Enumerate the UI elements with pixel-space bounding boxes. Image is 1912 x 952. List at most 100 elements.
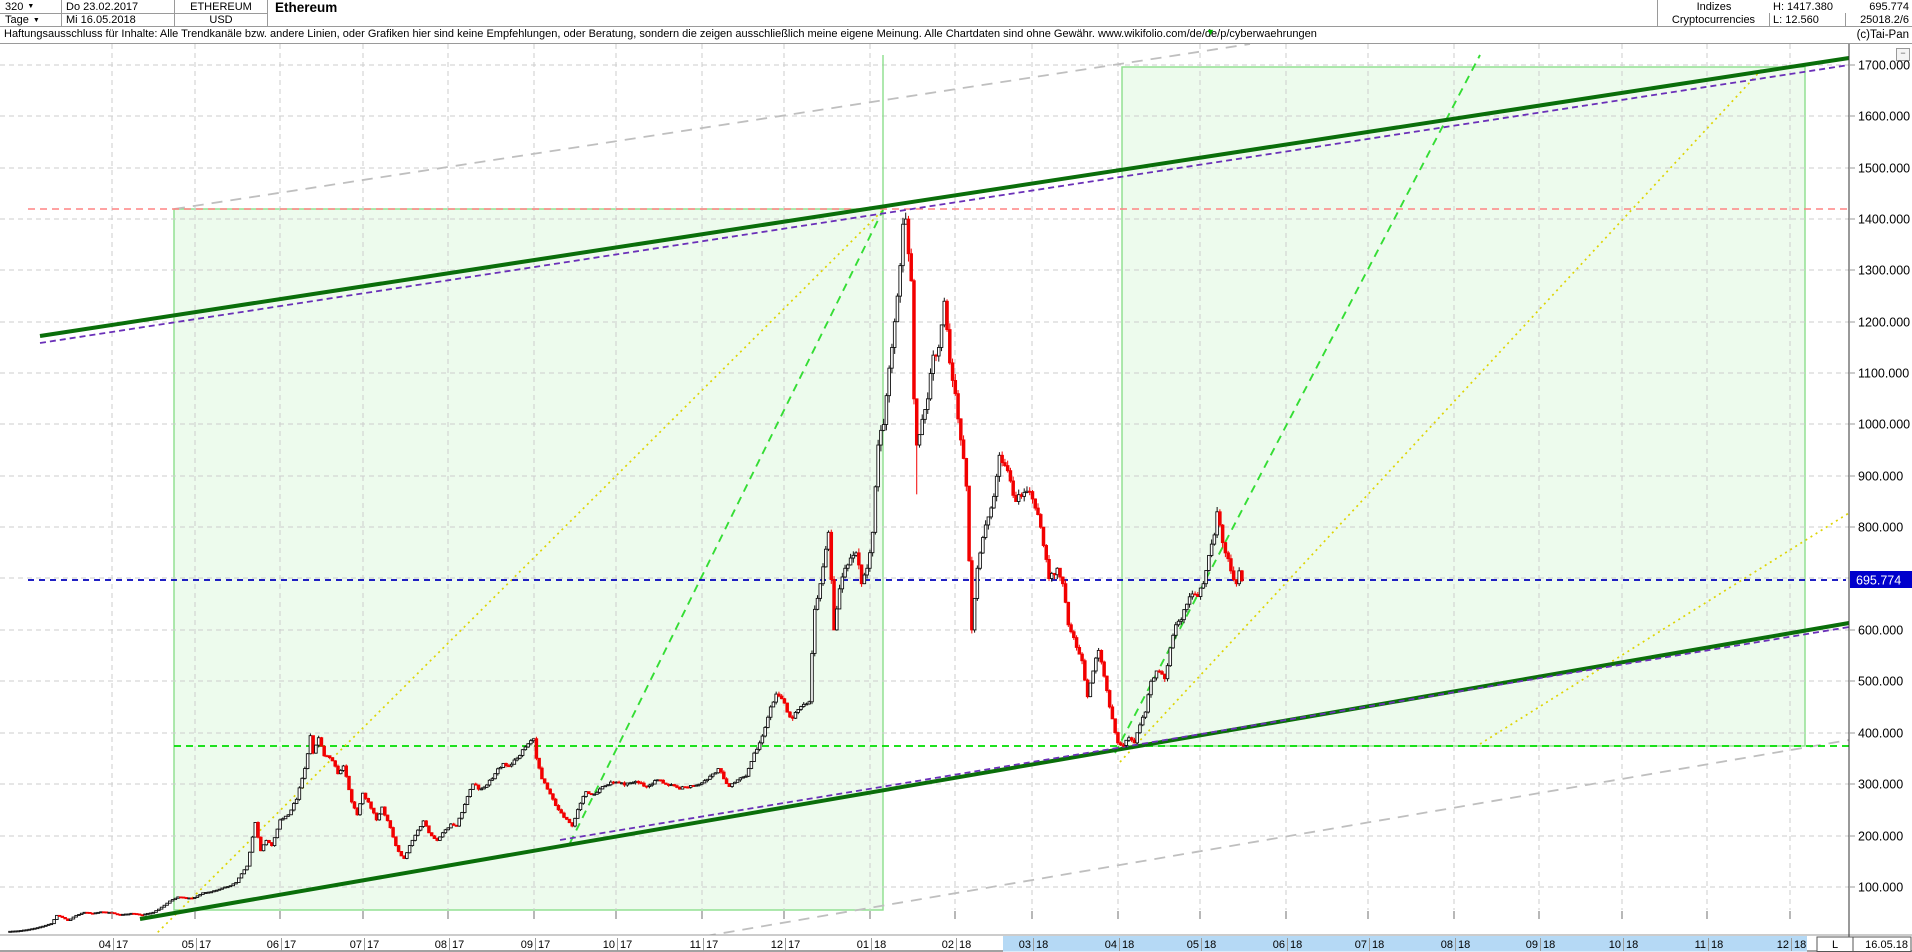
period-count-dropdown[interactable]: 320 ▼ [0,0,62,14]
svg-text:18: 18 [1711,939,1723,951]
trend-boxes [173,66,1806,911]
chevron-down-icon: ▼ [27,3,35,10]
svg-text:17: 17 [538,939,550,951]
svg-text:09: 09 [521,939,533,951]
date-from-field[interactable]: Do 23.02.2017 [62,0,175,14]
svg-text:11: 11 [1695,939,1706,951]
gridlines [0,44,1849,910]
svg-text:L: L [1832,939,1838,951]
svg-text:07: 07 [350,939,362,951]
svg-text:05: 05 [1187,939,1199,951]
svg-text:18: 18 [1372,939,1384,951]
svg-text:18: 18 [1036,939,1048,951]
svg-text:18: 18 [1458,939,1470,951]
svg-text:10: 10 [603,939,615,951]
upper-channel-inner-line [39,64,1850,344]
svg-text:1200.000: 1200.000 [1858,316,1910,330]
svg-text:10: 10 [1609,939,1621,951]
category-line-2[interactable]: Cryptocurrencies [1658,13,1770,26]
svg-text:1100.000: 1100.000 [1858,367,1909,381]
svg-text:900.000: 900.000 [1858,470,1903,484]
svg-text:18: 18 [1122,939,1134,951]
svg-text:200.000: 200.000 [1858,830,1903,844]
collapse-icon[interactable]: − [1896,48,1910,61]
svg-text:12: 12 [771,939,783,951]
yellow-trend-line-3 [1479,512,1850,745]
marker-triangle-icon: ▼ [1206,27,1215,37]
svg-text:04: 04 [1105,939,1117,951]
svg-text:500.000: 500.000 [1858,675,1903,689]
svg-text:18: 18 [1543,939,1555,951]
svg-text:18: 18 [874,939,886,951]
svg-text:17: 17 [284,939,296,951]
svg-text:18: 18 [1626,939,1638,951]
gray-channel-extension-bottom [706,739,1850,935]
trend-box-2 [1121,66,1806,747]
disclaimer-divider [0,43,1912,44]
disclaimer-text: Haftungsausschluss für Inhalte: Alle Tre… [4,28,1317,40]
candles [8,212,1244,933]
svg-text:09: 09 [1526,939,1538,951]
gray-channel-extension-top [173,44,1251,210]
svg-text:18: 18 [1794,939,1806,951]
date-range-highlight[interactable] [1003,936,1807,952]
svg-text:1000.000: 1000.000 [1858,418,1910,432]
svg-text:17: 17 [620,939,632,951]
copyright-label: (c)Tai-Pan [1856,29,1909,41]
svg-text:08: 08 [1441,939,1453,951]
svg-text:17: 17 [116,939,128,951]
secondary-value-header: 25018.2/6 [1860,13,1909,26]
svg-text:18: 18 [1290,939,1302,951]
svg-text:17: 17 [367,939,379,951]
svg-text:02: 02 [942,939,954,951]
y-axis-labels: 1700.000 1600.000 1500.000 1400.000 1300.000… [1849,59,1910,895]
svg-text:1400.000: 1400.000 [1858,213,1910,227]
svg-text:06: 06 [267,939,279,951]
svg-text:17: 17 [788,939,800,951]
svg-text:08: 08 [435,939,447,951]
symbol-label: ETHEREUM [175,0,268,14]
trend-box-1 [173,208,884,911]
svg-text:1300.000: 1300.000 [1858,264,1910,278]
instrument-title: Ethereum [268,0,1658,26]
svg-text:05: 05 [182,939,194,951]
x-axis-labels: 04 17 05 17 06 17 07 17 08 17 09 17 10 17 11 17 12 17 01 18… [99,911,1806,951]
svg-text:11: 11 [690,939,701,951]
category-line-1: Indizes [1696,1,1732,13]
plot-area [0,44,1850,949]
last-price-tag [1850,571,1912,588]
upper-channel-line [39,56,1850,338]
lower-channel-inner-line [559,626,1850,841]
header-divider [0,26,1912,27]
svg-text:1700.000: 1700.000 [1858,59,1910,73]
svg-text:17: 17 [199,939,211,951]
svg-text:04: 04 [99,939,111,951]
svg-text:17: 17 [452,939,464,951]
green-accel-line-1 [569,209,884,844]
svg-text:695.774: 695.774 [1856,574,1901,588]
svg-text:18: 18 [1204,939,1216,951]
svg-text:01: 01 [857,939,869,951]
svg-text:300.000: 300.000 [1858,778,1903,792]
svg-text:400.000: 400.000 [1858,727,1903,741]
last-price-header: 695.774 [1869,1,1909,13]
svg-text:1500.000: 1500.000 [1858,162,1910,176]
svg-text:600.000: 600.000 [1858,624,1903,638]
chevron-down-icon: ▼ [32,16,40,24]
svg-text:17: 17 [706,939,718,951]
svg-text:06: 06 [1273,939,1285,951]
svg-text:03: 03 [1019,939,1031,951]
low-value-label: L: 12.560 [1770,13,1846,26]
trend-lines[interactable] [28,44,1850,949]
svg-text:1600.000: 1600.000 [1858,110,1910,124]
high-value-label: H: 1417.380 [1773,1,1833,13]
svg-text:100.000: 100.000 [1858,881,1903,895]
lower-channel-line [139,621,1850,921]
axes[interactable]: 04 17 05 17 06 17 07 17 08 17 09 17 10 17 11 17 12 17 01 18… [0,44,1912,952]
svg-text:12: 12 [1777,939,1789,951]
yellow-trend-line-2 [1119,66,1765,763]
svg-text:07: 07 [1355,939,1367,951]
